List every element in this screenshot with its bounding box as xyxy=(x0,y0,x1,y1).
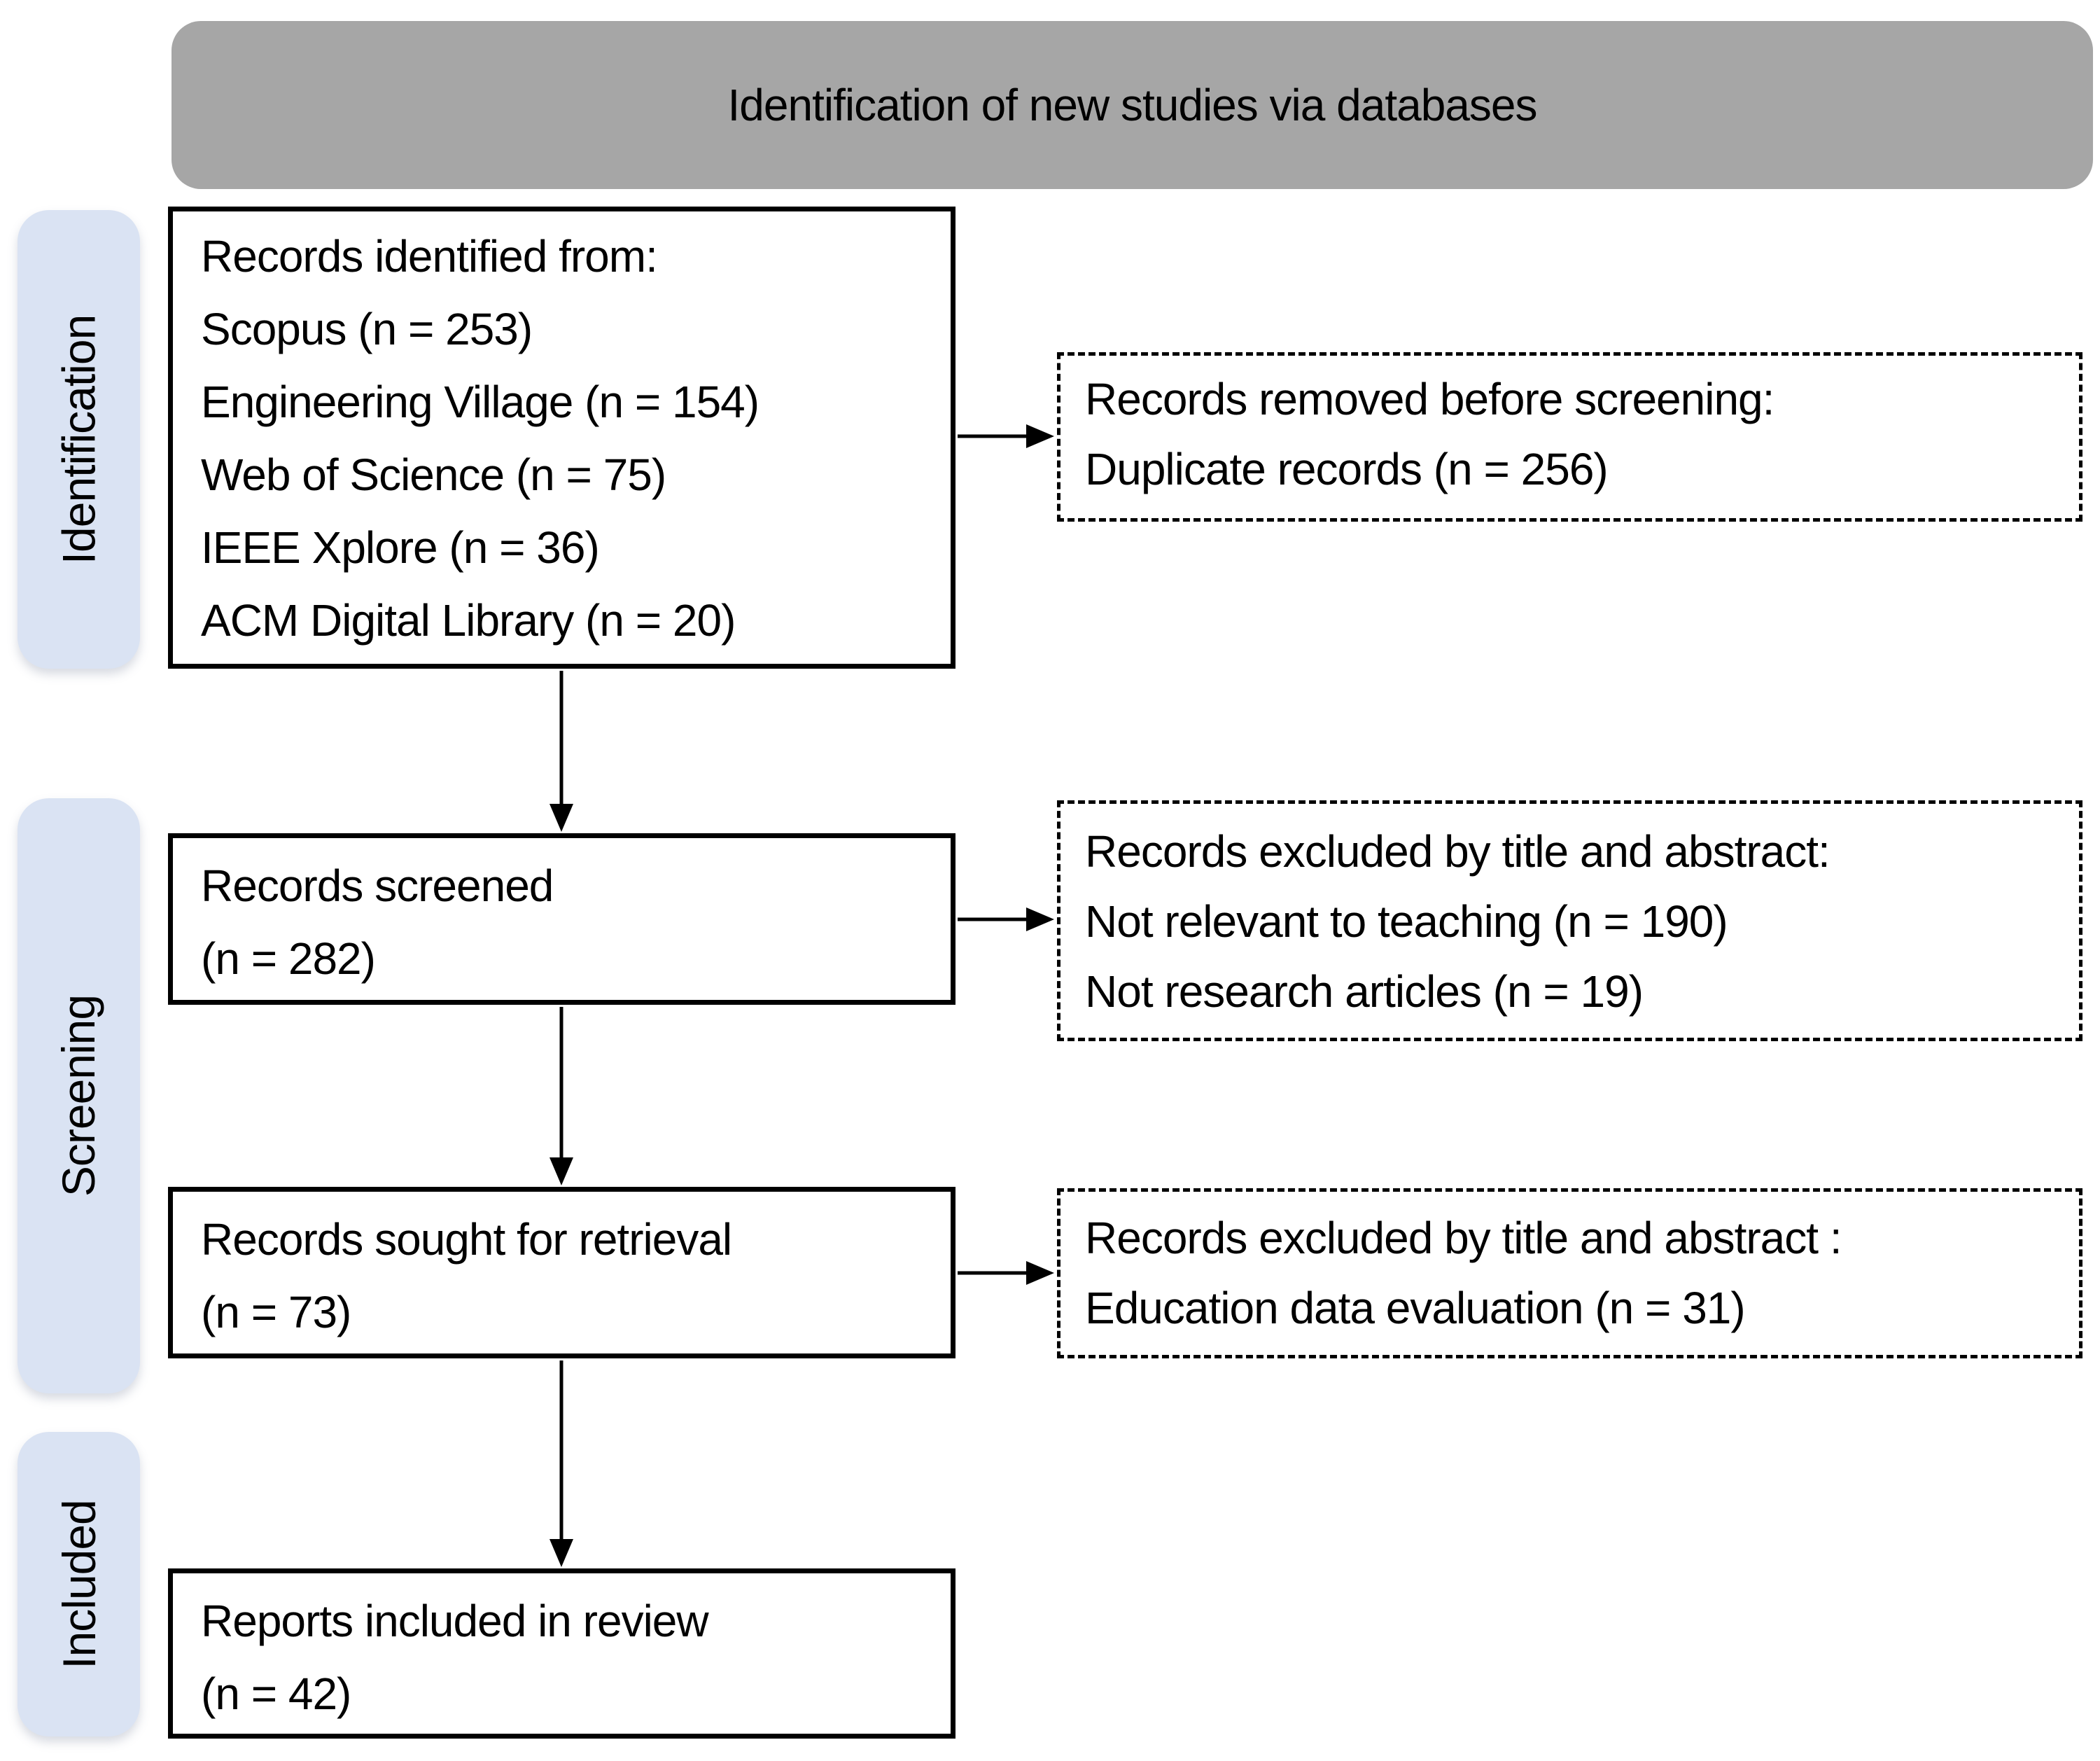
box-line: (n = 42) xyxy=(201,1669,351,1719)
box-line: Reports included in review xyxy=(201,1596,709,1646)
box-line: Records excluded by title and abstract : xyxy=(1085,1213,1842,1263)
stage-label-included: Included xyxy=(18,1432,140,1736)
box-line: (n = 282) xyxy=(201,933,376,984)
box-records-identified: Records identified from: Scopus (n = 253… xyxy=(168,207,955,669)
stage-label-text: Screening xyxy=(52,994,105,1197)
stage-label-identification: Identification xyxy=(18,210,140,669)
box-line: Not relevant to teaching (n = 190) xyxy=(1085,896,1728,947)
title-banner: Identification of new studies via databa… xyxy=(172,21,2093,189)
box-line: IEEE Xplore (n = 36) xyxy=(201,522,600,573)
box-line: Engineering Village (n = 154) xyxy=(201,377,760,427)
box-line: Records removed before screening: xyxy=(1085,374,1774,424)
box-records-sought: Records sought for retrieval (n = 73) xyxy=(168,1187,955,1358)
stage-label-text: Included xyxy=(52,1499,105,1669)
box-line: Education data evaluation (n = 31) xyxy=(1085,1283,1746,1333)
diagram-title: Identification of new studies via databa… xyxy=(727,80,1538,130)
arrow-sought-to-excluded xyxy=(958,1261,1054,1285)
box-reports-included: Reports included in review (n = 42) xyxy=(168,1568,955,1739)
box-line: Records sought for retrieval xyxy=(201,1214,732,1265)
box-line: ACM Digital Library (n = 20) xyxy=(201,595,736,646)
box-line: (n = 73) xyxy=(201,1287,351,1337)
box-records-excluded-retrieval: Records excluded by title and abstract :… xyxy=(1057,1188,2082,1358)
box-records-excluded-title-abstract: Records excluded by title and abstract: … xyxy=(1057,800,2082,1041)
box-line: Duplicate records (n = 256) xyxy=(1085,444,1609,494)
box-line: Records screened xyxy=(201,861,554,911)
box-line: Web of Science (n = 75) xyxy=(201,450,666,500)
stage-label-text: Identification xyxy=(52,314,105,564)
arrow-identified-to-screened xyxy=(550,671,573,832)
box-line: Records excluded by title and abstract: xyxy=(1085,826,1830,877)
box-line: Not research articles (n = 19) xyxy=(1085,966,1644,1017)
arrow-screened-to-sought xyxy=(550,1007,573,1185)
arrow-screened-to-excluded xyxy=(958,907,1054,931)
box-records-removed-before-screening: Records removed before screening: Duplic… xyxy=(1057,352,2082,522)
box-line: Records identified from: xyxy=(201,231,658,281)
stage-label-screening: Screening xyxy=(18,798,140,1393)
box-records-screened: Records screened (n = 282) xyxy=(168,833,955,1005)
arrow-identified-to-removed xyxy=(958,424,1054,448)
arrow-sought-to-included xyxy=(550,1360,573,1567)
box-line: Scopus (n = 253) xyxy=(201,304,533,354)
